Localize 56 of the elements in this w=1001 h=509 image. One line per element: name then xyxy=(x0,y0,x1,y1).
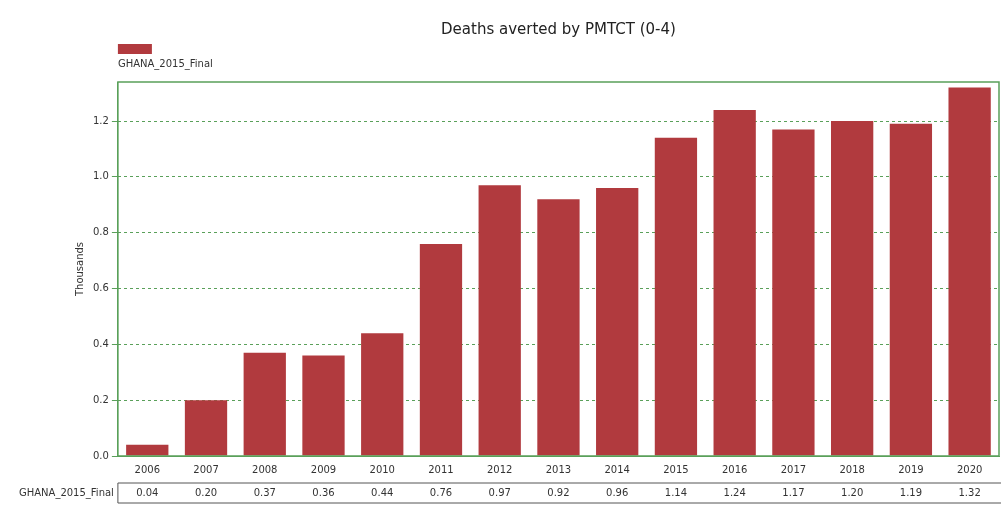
data-label: 0.04 xyxy=(136,486,159,498)
bar xyxy=(478,185,521,456)
y-tick-label: 0.6 xyxy=(93,282,109,294)
data-label: 0.44 xyxy=(371,486,394,498)
bar xyxy=(596,188,639,456)
bar xyxy=(302,355,345,456)
text: GHANA_2015_Final xyxy=(18,486,114,498)
bar xyxy=(184,400,228,456)
bar xyxy=(772,129,815,456)
x-tick-label: 2012 xyxy=(486,463,513,475)
bar xyxy=(654,137,698,456)
data-label: 0.37 xyxy=(253,486,276,498)
y-tick-label: 1.0 xyxy=(93,170,109,182)
data-label: 1.20 xyxy=(841,486,864,498)
x-tick-label: 2015 xyxy=(663,463,689,475)
bar xyxy=(419,243,463,456)
data-label: 0.97 xyxy=(488,486,511,498)
data-label: 0.36 xyxy=(312,486,335,498)
bar xyxy=(126,444,169,456)
x-tick-label: 2010 xyxy=(369,463,395,475)
x-tick-label: 2019 xyxy=(898,463,924,475)
x-tick-label: 2006 xyxy=(134,463,160,475)
y-axis-title: Thousands xyxy=(73,241,85,298)
bar xyxy=(948,87,991,456)
y-tick-label: 0.4 xyxy=(93,337,109,349)
x-tick-label: 2018 xyxy=(839,463,865,475)
data-label: 1.14 xyxy=(664,486,688,498)
bar xyxy=(831,121,874,456)
bar xyxy=(361,333,404,456)
data-label: 0.20 xyxy=(194,486,218,498)
data-label: 1.24 xyxy=(723,486,746,498)
bar xyxy=(243,352,286,456)
data-label: 1.32 xyxy=(958,486,981,498)
x-tick-label: 2016 xyxy=(721,463,748,475)
data-label: 0.96 xyxy=(606,486,629,498)
x-tick-label: 2017 xyxy=(780,463,807,475)
x-tick-label: 2009 xyxy=(310,463,337,475)
data-label: 1.19 xyxy=(899,486,923,498)
x-tick-label: 2007 xyxy=(193,463,219,475)
x-tick-label: 2020 xyxy=(956,463,983,475)
bar xyxy=(537,199,580,456)
y-tick-label: 1.2 xyxy=(93,114,109,126)
bar xyxy=(889,123,933,456)
y-tick-label: 0.2 xyxy=(93,393,109,405)
data-label: 0.76 xyxy=(429,486,453,498)
legend-label: GHANA_2015_Final xyxy=(117,57,213,70)
x-tick-label: 2013 xyxy=(545,463,572,475)
data-label: 0.92 xyxy=(547,486,570,498)
x-tick-label: 2014 xyxy=(604,463,630,475)
data-label: 1.17 xyxy=(782,486,805,498)
x-tick-label: 2008 xyxy=(252,463,278,475)
bar xyxy=(713,109,756,456)
y-tick-label: 0.0 xyxy=(93,449,109,461)
chart-title: Deaths averted by PMTCT (0-4) xyxy=(441,19,676,38)
x-tick-label: 2011 xyxy=(428,463,454,475)
y-tick-label: 0.8 xyxy=(93,226,109,238)
